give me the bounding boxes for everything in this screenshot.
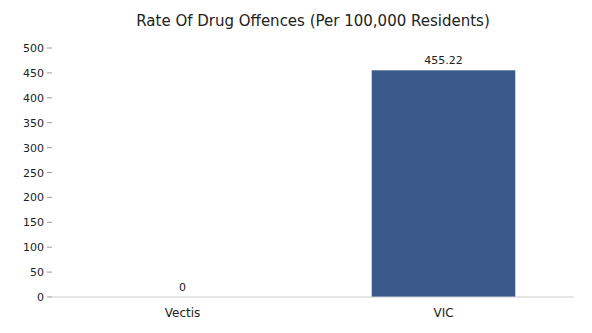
y-tick <box>47 48 52 49</box>
y-tick-label: 150 <box>23 216 44 229</box>
y-tick <box>47 147 52 148</box>
y-tick-label: 300 <box>23 142 44 155</box>
title: Rate Of Drug Offences (Per 100,000 Resid… <box>136 12 490 30</box>
chart-container: Rate Of Drug Offences (Per 100,000 Resid… <box>0 0 592 333</box>
y-tick <box>47 247 52 248</box>
x-tick-label: Vectis <box>165 306 201 320</box>
y-tick <box>47 222 52 223</box>
y-tick-label: 450 <box>23 67 44 80</box>
y-axis: 0 50 100 150 200 250 300 350 400 450 500 <box>23 42 52 304</box>
x-axis-line <box>52 297 574 298</box>
x-tick-label: VIC <box>433 306 453 320</box>
y-tick-label: 400 <box>23 92 44 105</box>
y-tick <box>47 97 52 98</box>
y-tick <box>47 72 52 73</box>
chart: Rate Of Drug Offences (Per 100,000 Resid… <box>0 0 592 333</box>
y-tick <box>47 297 52 298</box>
y-tick-label: 50 <box>30 266 44 279</box>
y-tick <box>47 122 52 123</box>
y-tick-label: 250 <box>23 167 44 180</box>
y-tick <box>47 272 52 273</box>
bar <box>372 70 516 297</box>
y-tick-label: 500 <box>23 42 44 55</box>
y-tick <box>47 197 52 198</box>
data-label: 455.22 <box>424 54 463 67</box>
y-tick <box>47 172 52 173</box>
y-tick-label: 0 <box>37 291 44 304</box>
bars <box>372 70 516 297</box>
y-tick-label: 100 <box>23 241 44 254</box>
data-label: 0 <box>179 281 186 294</box>
y-tick-label: 200 <box>23 191 44 204</box>
y-tick-label: 350 <box>23 117 44 130</box>
